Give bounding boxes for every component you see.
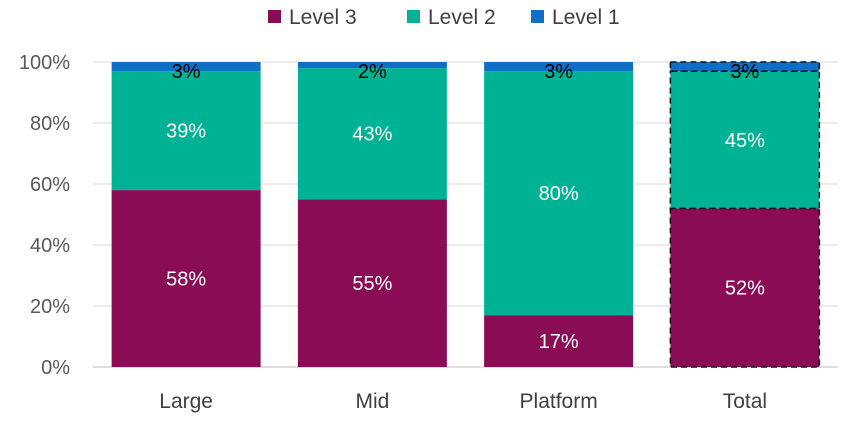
y-tick-label: 100% bbox=[19, 52, 70, 74]
data-label: 17% bbox=[539, 331, 579, 353]
bar-level-2-platform bbox=[484, 71, 634, 316]
legend-label: Level 1 bbox=[552, 6, 620, 29]
bar-level-1-total bbox=[669, 61, 821, 72]
data-label: 43% bbox=[352, 124, 392, 146]
bar-level-3-mid bbox=[297, 199, 447, 367]
bar-level-2-mid bbox=[297, 68, 447, 200]
bar-level-2-large bbox=[111, 71, 261, 191]
legend-swatch bbox=[407, 10, 420, 23]
bar-level-3-total bbox=[669, 207, 821, 368]
x-tick-label: Platform bbox=[520, 390, 598, 413]
x-tick-label: Total bbox=[723, 390, 767, 413]
y-tick-label: 0% bbox=[41, 357, 70, 379]
bar-level-1-large bbox=[111, 62, 261, 72]
data-label: 58% bbox=[166, 269, 206, 291]
data-label: 3% bbox=[730, 61, 759, 83]
y-tick-label: 80% bbox=[30, 113, 70, 135]
legend-swatch bbox=[531, 10, 544, 23]
data-label: 55% bbox=[352, 273, 392, 295]
data-label: 3% bbox=[172, 61, 201, 83]
legend-label: Level 2 bbox=[428, 6, 496, 29]
bar-level-3-platform bbox=[484, 315, 634, 367]
legend-label: Level 3 bbox=[289, 6, 357, 29]
data-label: 2% bbox=[358, 61, 387, 83]
bar-level-3-large bbox=[111, 190, 261, 367]
y-tick-label: 40% bbox=[30, 235, 70, 257]
data-label: 3% bbox=[544, 61, 573, 83]
data-label: 39% bbox=[166, 121, 206, 143]
data-label: 80% bbox=[539, 183, 579, 205]
x-tick-label: Large bbox=[159, 390, 213, 413]
data-label: 52% bbox=[725, 278, 765, 300]
legend-swatch bbox=[268, 10, 281, 23]
data-label: 45% bbox=[725, 130, 765, 152]
x-tick-label: Mid bbox=[355, 390, 389, 413]
bar-level-1-mid bbox=[297, 62, 447, 69]
y-tick-label: 60% bbox=[30, 174, 70, 196]
bar-level-2-total bbox=[669, 70, 821, 210]
bar-level-1-platform bbox=[484, 62, 634, 72]
y-tick-label: 20% bbox=[30, 296, 70, 318]
